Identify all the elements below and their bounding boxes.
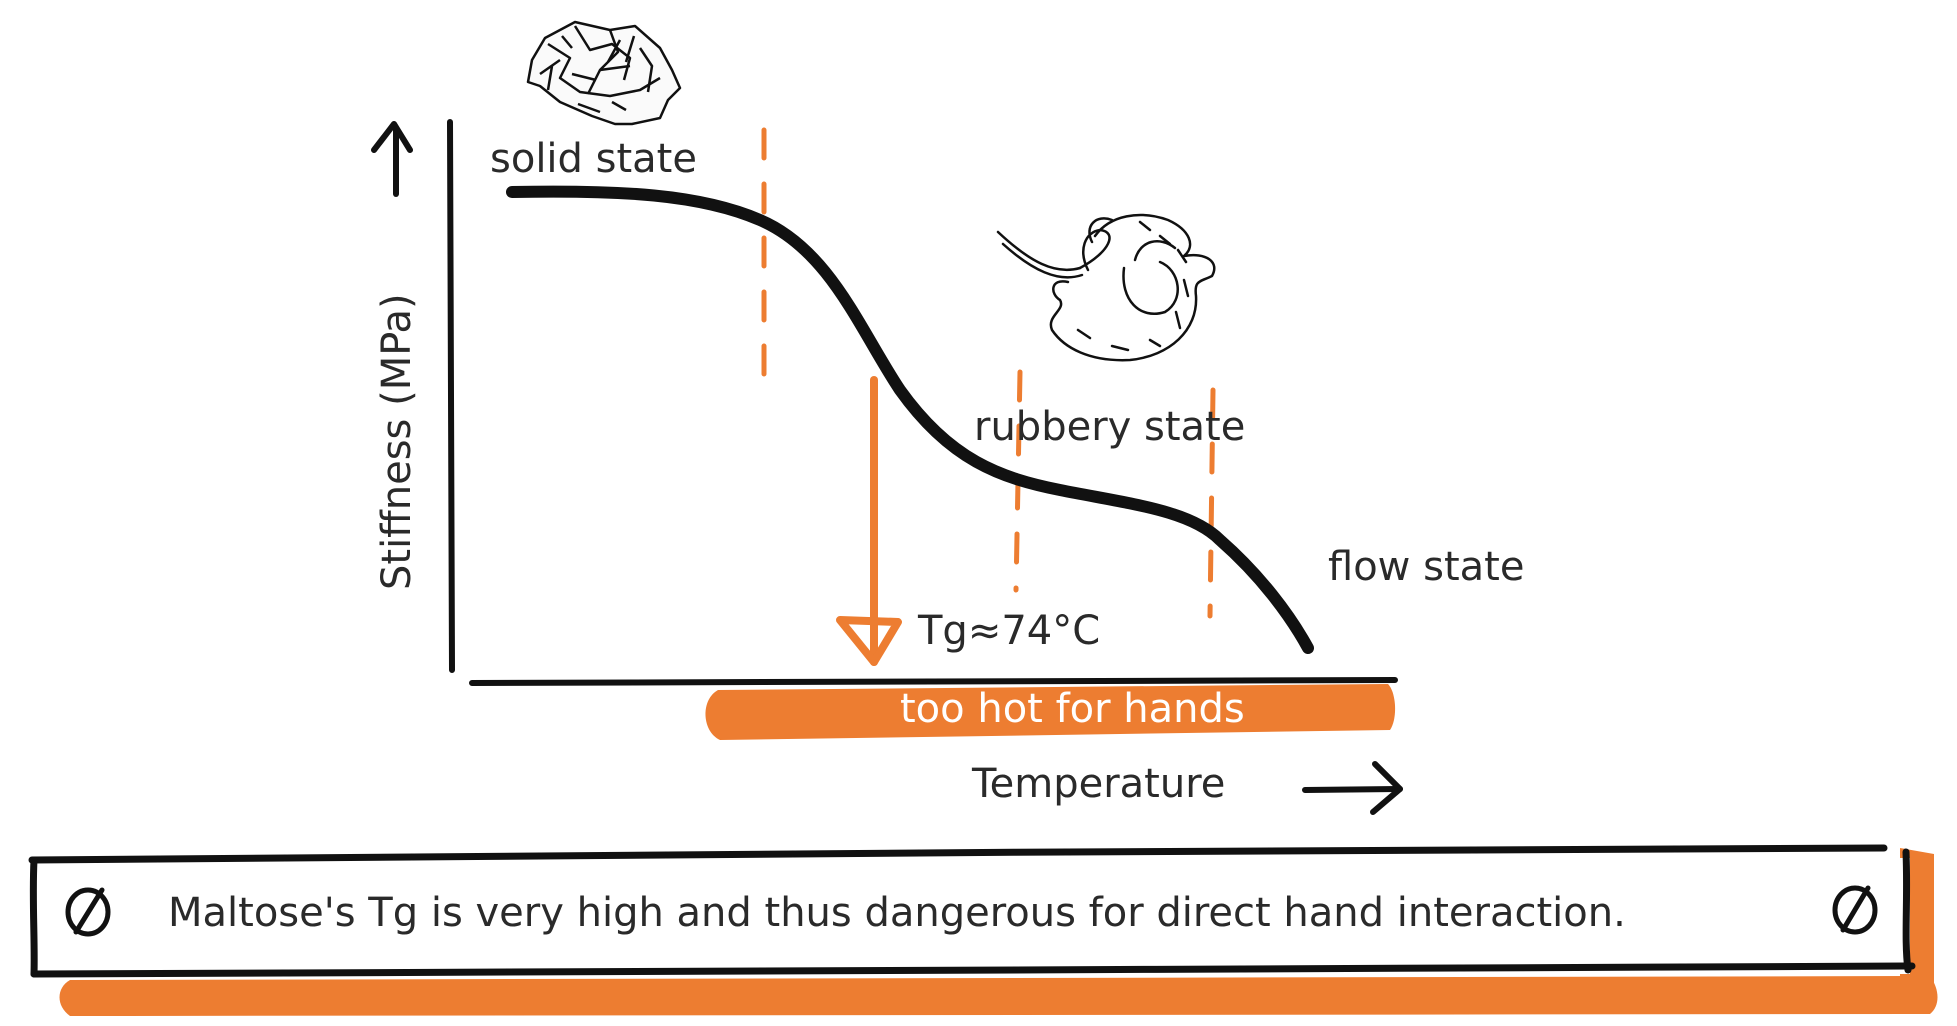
prohibited-icon xyxy=(65,887,111,937)
callout-text: Maltose's Tg is very high and thus dange… xyxy=(168,890,1626,936)
hot-zone-band xyxy=(705,684,1396,740)
x-axis-arrow-icon xyxy=(1302,761,1403,815)
x-axis-label: Temperature xyxy=(971,761,1225,807)
tg-label: Tg≈74°C xyxy=(917,608,1100,654)
callout-box xyxy=(28,844,1938,1016)
x-axis xyxy=(469,677,1398,686)
stiffness-curve xyxy=(506,185,1314,654)
hot-zone-label: too hot for hands xyxy=(900,686,1245,732)
tg-arrow-icon xyxy=(836,376,902,666)
flow-state-label: flow state xyxy=(1328,544,1524,590)
dashed-line-flow-start xyxy=(1207,387,1216,619)
transition-dashed-lines xyxy=(761,127,1216,619)
rubbery-state-label: rubbery state xyxy=(974,404,1245,450)
crystal-lump-icon xyxy=(526,20,682,126)
prohibited-icon xyxy=(1832,885,1878,935)
y-axis-arrow-icon xyxy=(371,121,413,197)
y-axis-label: Stiffness (MPa) xyxy=(374,293,420,590)
rubbery-blob-icon xyxy=(996,213,1216,362)
y-axis xyxy=(447,119,455,673)
solid-state-label: solid state xyxy=(490,136,697,182)
callout-shadow xyxy=(59,976,1938,1016)
